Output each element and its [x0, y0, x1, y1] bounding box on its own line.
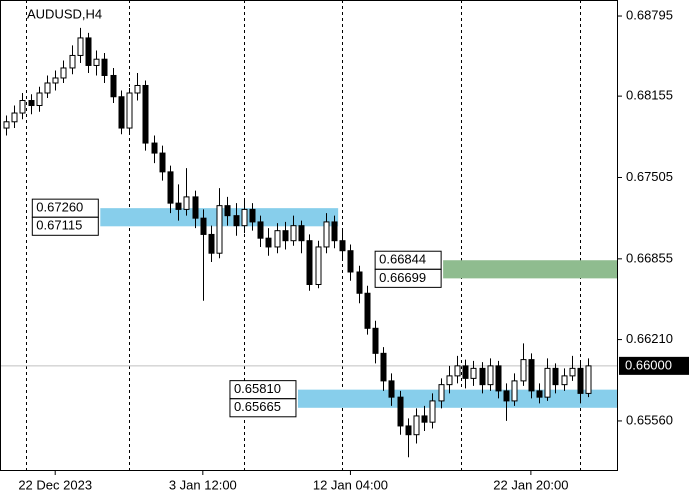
candle-body [405, 425, 412, 436]
candle-body [372, 327, 379, 354]
candle-body [487, 365, 494, 386]
price-label-box [31, 216, 99, 236]
y-tick-label: 0.66855 [626, 250, 673, 265]
zone-high-label: 0.66844 [379, 252, 426, 267]
candle-body [3, 121, 10, 129]
zone [443, 260, 617, 279]
x-tick-label: 22 Dec 2023 [18, 477, 92, 492]
candle-body [265, 237, 272, 248]
candle-body [511, 380, 518, 402]
candle-body [356, 271, 363, 294]
candle-body [454, 365, 461, 377]
candle-body [339, 240, 346, 252]
candle-body [85, 37, 92, 66]
candle-body [142, 84, 149, 144]
price-label-box [229, 398, 297, 418]
x-tick-label: 12 Jan 04:00 [313, 477, 388, 492]
candle-body [44, 82, 51, 94]
candle-body [183, 196, 190, 210]
chart-title: AUDUSD,H4 [27, 6, 102, 21]
candle-body [93, 58, 100, 66]
candle-body [77, 37, 84, 56]
candle-body [315, 246, 322, 286]
candle-body [274, 230, 281, 248]
plot: 0.67260 0.67115 0.66844 0.66699 0.65810 0.656… [0, 0, 617, 470]
candle-body [503, 390, 510, 402]
x-tick-label: 22 Jan 20:00 [493, 477, 568, 492]
candle-body [19, 100, 26, 114]
zone-low-label: 0.66699 [379, 270, 426, 285]
candle-body [323, 221, 330, 248]
candle-body [257, 221, 264, 239]
candle-body [388, 380, 395, 398]
candle-body [585, 365, 592, 394]
candle-body [306, 240, 313, 286]
y-tick-label: 0.66210 [626, 331, 673, 346]
candle-body [175, 202, 182, 210]
candle-body [52, 77, 59, 84]
zone-low-label: 0.67115 [36, 218, 82, 233]
y-tick-label: 0.68155 [626, 88, 673, 103]
candle-body [528, 359, 535, 392]
candle-body [544, 367, 551, 398]
candle-body [429, 400, 436, 423]
candle-body [208, 233, 215, 254]
candle-body [470, 367, 477, 379]
candle-body [36, 92, 43, 107]
candle-body [216, 205, 223, 254]
candle-body [577, 367, 584, 394]
candle-body [495, 365, 502, 392]
x-tick-label: 3 Jan 12:00 [169, 477, 237, 492]
candle-body [134, 84, 141, 94]
candle-body [347, 250, 354, 273]
candle-body [60, 67, 67, 79]
candle-body [126, 92, 133, 129]
zone-high-label: 0.67260 [36, 200, 83, 215]
candle-body [282, 230, 289, 242]
candle-body [224, 205, 231, 217]
candle-body [331, 221, 338, 242]
candle-body [552, 367, 559, 386]
zone-high-label: 0.65810 [234, 381, 281, 396]
candle-body [413, 415, 420, 436]
price-label-box [374, 268, 442, 288]
candle-body [479, 367, 486, 386]
candle-body [118, 96, 125, 129]
candle-body [364, 292, 371, 329]
candle-body [520, 359, 527, 382]
candle-body [167, 171, 174, 204]
candle-body [233, 215, 240, 227]
candle-body [101, 58, 108, 76]
candle-body [200, 217, 207, 235]
candle-body [421, 415, 428, 423]
candle-body [536, 390, 543, 398]
candle-body [397, 396, 404, 427]
current-price-box [619, 356, 689, 375]
candle-body [380, 352, 387, 382]
candle-body [462, 365, 469, 379]
candle-body [151, 142, 158, 154]
candle-body [28, 100, 35, 107]
y-tick-label: 0.67505 [626, 169, 673, 184]
current-price-label: 0.66000 [625, 357, 672, 372]
candle-body [446, 375, 453, 386]
candle-body [249, 208, 256, 223]
candle-body [298, 225, 305, 242]
zone [297, 389, 617, 408]
candle-body [192, 196, 199, 219]
candle-body [290, 225, 297, 242]
candle-body [438, 384, 445, 402]
candle-body [241, 208, 248, 227]
candle-body [569, 367, 576, 377]
candle-body [110, 74, 117, 98]
plot-frame [0, 0, 618, 471]
y-tick-label: 0.65560 [626, 412, 673, 427]
candle-body [159, 152, 166, 173]
y-tick-label: 0.68795 [626, 7, 673, 22]
candle-body [11, 112, 18, 123]
zone-low-label: 0.65665 [234, 399, 281, 414]
candle-body [561, 375, 568, 386]
candle-body [69, 54, 76, 69]
